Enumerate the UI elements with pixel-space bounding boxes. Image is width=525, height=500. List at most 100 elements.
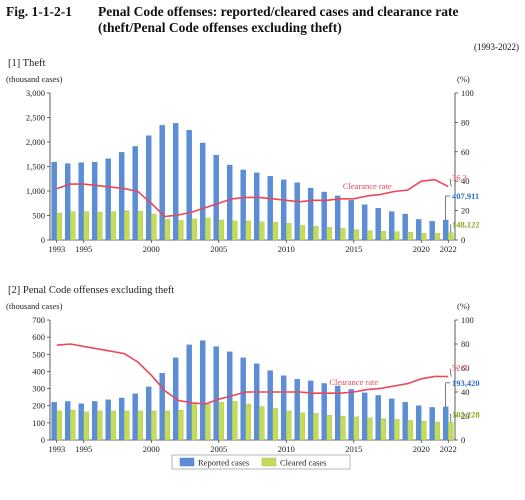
panel1-y-tick-label: 1,000 xyxy=(26,186,45,196)
panel2-y2-tick-label: 20 xyxy=(461,411,470,421)
panel1-bar-reported xyxy=(388,211,395,241)
panel1-bar-reported xyxy=(199,142,206,241)
panel2-bar-cleared xyxy=(407,420,414,441)
panel1-bar-reported xyxy=(118,152,125,241)
panel2-bar-cleared xyxy=(178,409,184,441)
panel1-bar-cleared xyxy=(367,230,373,241)
panel2-bar-reported xyxy=(240,357,246,441)
panel2-bar-reported xyxy=(132,393,138,441)
panel1-bar-reported xyxy=(132,146,138,241)
panel1-bar-cleared xyxy=(205,217,211,241)
panel2-bar-cleared xyxy=(353,416,360,441)
panel2-bar-reported xyxy=(415,405,422,441)
panel1-bar-cleared xyxy=(340,228,346,241)
panel1-bar-reported xyxy=(415,219,422,241)
panel1-y-tick-label: 2,500 xyxy=(26,113,45,123)
panel1-end-label-rate: 36.3 xyxy=(452,173,467,183)
panel1-bar-reported xyxy=(91,161,98,241)
panel1-bar-reported xyxy=(307,187,314,241)
panel1-bar-reported xyxy=(186,130,192,241)
figure-number: Fig. 1-1-2-1 xyxy=(6,4,72,19)
panel2-bar-reported xyxy=(442,406,449,441)
legend-label-reported: Reported cases xyxy=(198,458,249,468)
panel2-y-tick-label: 400 xyxy=(32,366,45,376)
panel2-bar-cleared xyxy=(83,411,90,441)
panel2-bar-cleared xyxy=(272,408,279,441)
panel2-bar-cleared xyxy=(394,419,400,441)
panel1-bar-cleared xyxy=(421,232,427,241)
panel1-y-tick-label: 2,000 xyxy=(26,137,45,147)
panel1-bar-cleared xyxy=(394,231,400,241)
panel2-bar-cleared xyxy=(245,403,252,441)
panel2-y-tick-label: 300 xyxy=(32,384,45,394)
figure-title-text: Penal Code offenses: reported/cleared ca… xyxy=(98,4,459,35)
panel1-bar-reported xyxy=(442,219,449,241)
panel1-bar-reported xyxy=(334,195,341,241)
panel2-bar-reported xyxy=(64,401,71,441)
panel2-x-tick-label: 1993 xyxy=(48,444,65,454)
panel1-bar-cleared xyxy=(448,232,454,241)
panel2-bar-cleared xyxy=(421,420,427,441)
panel1-bar-cleared xyxy=(164,219,171,241)
panel1-x-tick-label: 2000 xyxy=(143,244,160,254)
panel1-bar-cleared xyxy=(124,210,130,241)
panel1-bar-reported xyxy=(240,169,246,241)
panel2-end-label-cleared: 102,228 xyxy=(452,409,480,419)
panel1-end-label-reported: 407,911 xyxy=(452,191,479,201)
panel1-title: [1] Theft xyxy=(8,58,45,69)
legend-box xyxy=(171,454,351,470)
panel2-bar-reported xyxy=(388,398,395,441)
panel2-bar-cleared xyxy=(205,403,211,441)
panel2-bar-cleared xyxy=(97,410,103,441)
panel1-bar-reported xyxy=(159,125,165,241)
panel1-bar-cleared xyxy=(218,219,225,241)
panel1-y2-tick-label: 0 xyxy=(461,235,465,245)
panel1-end-label-cleared: 148,122 xyxy=(452,220,480,230)
panel1-bar-cleared xyxy=(178,220,184,241)
panel1-bar-cleared xyxy=(245,220,252,241)
panel2-y2-tick-label: 0 xyxy=(461,435,465,445)
panel1-bar-cleared xyxy=(56,212,63,241)
panel2-bar-cleared xyxy=(434,421,441,441)
panel1-y-tick-label: 3,000 xyxy=(26,88,45,98)
panel1-y-tick-label: 500 xyxy=(32,211,45,221)
panel2-bar-cleared xyxy=(367,417,373,441)
panel1-bar-reported xyxy=(145,135,152,241)
panel2-bar-reported xyxy=(159,372,165,441)
panel1-bar-cleared xyxy=(191,218,198,241)
panel2-bar-reported xyxy=(213,346,219,441)
panel1-x-tick-label: 2015 xyxy=(345,244,362,254)
panel1-bar-cleared xyxy=(97,211,103,241)
panel2-bar-cleared xyxy=(340,415,346,441)
panel1-bar-reported xyxy=(64,163,71,241)
panel2-leader-rate xyxy=(449,368,452,377)
panel2-bar-cleared xyxy=(259,406,265,441)
panel2-bar-cleared xyxy=(56,410,63,441)
panel1-bar-cleared xyxy=(83,211,90,241)
panel2-bar-reported xyxy=(334,385,341,441)
panel2-bar-reported xyxy=(321,383,327,441)
panel2-y2-tick-label: 60 xyxy=(461,363,470,373)
legend: Reported cases Cleared cases xyxy=(171,454,351,470)
panel2-bar-reported xyxy=(307,380,314,441)
panel1-x-tick-label: 2005 xyxy=(210,244,227,254)
panel1-bar-reported xyxy=(321,191,327,241)
panel2-bar-reported xyxy=(51,402,57,441)
panel2-bar-reported xyxy=(145,386,152,441)
panel1-leader-rate xyxy=(449,178,452,187)
panel2-bar-reported xyxy=(375,395,381,441)
panel2-x-tick-label: 1995 xyxy=(75,444,92,454)
panel2-bar-cleared xyxy=(286,410,292,441)
panel2-title: [2] Penal Code offenses excluding theft xyxy=(8,285,174,296)
panel2-y-tick-label: 0 xyxy=(41,435,45,445)
panel1-bar-reported xyxy=(294,182,300,241)
panel1-bar-reported xyxy=(361,204,368,241)
panel2-x-tick-label: 2000 xyxy=(143,444,160,454)
panel2-bar-reported xyxy=(280,375,287,441)
panel2-bar-cleared xyxy=(191,403,198,441)
year-range-label: (1993-2022) xyxy=(474,42,519,52)
panel2-bar-cleared xyxy=(218,402,225,441)
panel1-bar-cleared xyxy=(299,225,306,241)
panel1-line-clearance-rate xyxy=(56,178,449,218)
panel2-bar-reported xyxy=(199,340,206,441)
